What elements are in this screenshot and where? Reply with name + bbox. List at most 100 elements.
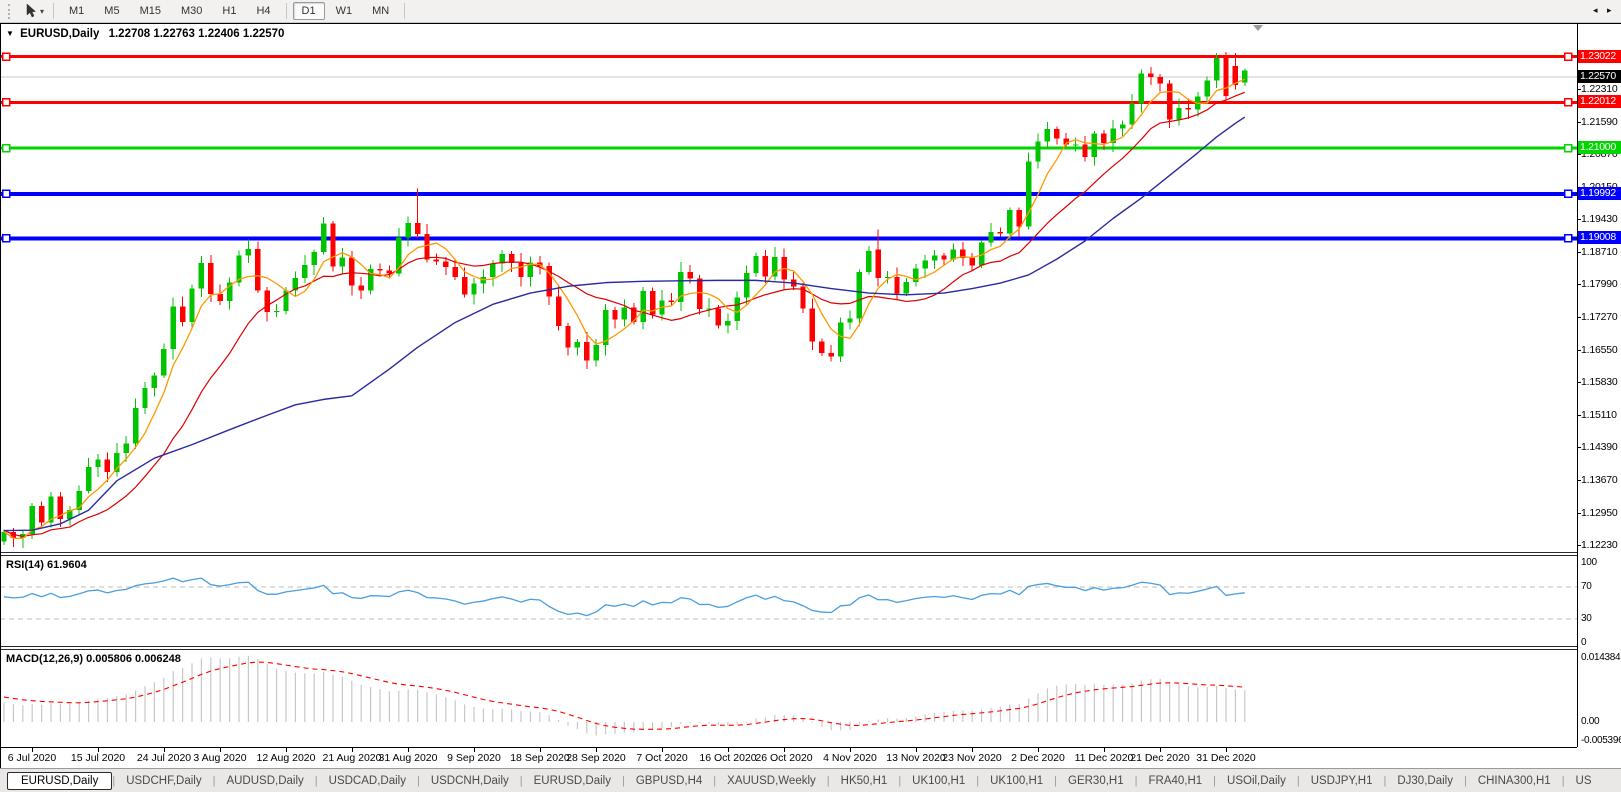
candle[interactable] bbox=[114, 443, 120, 477]
candle[interactable] bbox=[292, 271, 299, 297]
candle[interactable] bbox=[725, 313, 731, 334]
candle[interactable] bbox=[1129, 94, 1135, 130]
candle[interactable] bbox=[997, 227, 1004, 237]
candle[interactable] bbox=[574, 338, 581, 356]
candle[interactable] bbox=[809, 298, 816, 350]
hline-handle-resistance-1[interactable] bbox=[1563, 52, 1573, 61]
candle[interactable] bbox=[1091, 130, 1098, 166]
hline-handle-support-blue-2[interactable] bbox=[1, 234, 11, 243]
candle[interactable] bbox=[339, 247, 346, 275]
chart-tab[interactable]: CHINA300,H1 bbox=[1477, 774, 1551, 787]
candle[interactable] bbox=[640, 287, 646, 329]
candle[interactable] bbox=[255, 241, 261, 294]
candle[interactable] bbox=[85, 458, 92, 494]
candle[interactable] bbox=[189, 284, 195, 329]
candle[interactable] bbox=[1176, 98, 1182, 126]
candle[interactable] bbox=[330, 220, 336, 272]
candle[interactable] bbox=[367, 264, 374, 295]
candle[interactable] bbox=[602, 303, 609, 356]
candle[interactable] bbox=[1007, 207, 1013, 241]
candle[interactable] bbox=[76, 485, 82, 515]
candle[interactable] bbox=[414, 188, 421, 239]
chart-tab[interactable]: US bbox=[1575, 774, 1592, 787]
candle[interactable] bbox=[1138, 69, 1145, 113]
candle[interactable] bbox=[405, 216, 411, 247]
candle[interactable] bbox=[1223, 51, 1229, 100]
timeframe-button-h1[interactable]: H1 bbox=[222, 5, 237, 17]
candle[interactable] bbox=[1035, 133, 1041, 169]
timeframe-button-m30[interactable]: M30 bbox=[180, 5, 203, 17]
candle[interactable] bbox=[875, 229, 881, 287]
chart-tab[interactable]: UK100,H1 bbox=[990, 774, 1044, 787]
candle[interactable] bbox=[57, 492, 64, 528]
candle[interactable] bbox=[38, 501, 45, 526]
candle[interactable] bbox=[151, 372, 158, 397]
candle[interactable] bbox=[584, 332, 590, 369]
cursor-tool-dropdown-icon[interactable]: ▾ bbox=[40, 6, 45, 16]
timeframe-button-h4[interactable]: H4 bbox=[256, 5, 271, 17]
candle[interactable] bbox=[1082, 135, 1088, 162]
candle[interactable] bbox=[828, 344, 834, 362]
candle[interactable] bbox=[969, 253, 975, 271]
candle[interactable] bbox=[866, 245, 872, 275]
candle[interactable] bbox=[903, 278, 910, 297]
chart-tab[interactable]: USDCHF,Daily bbox=[126, 774, 202, 787]
chart-tab[interactable]: GBPUSD,H4 bbox=[635, 774, 703, 787]
tab-scroll-left-icon[interactable]: ◂ bbox=[1593, 5, 1598, 15]
candle[interactable] bbox=[790, 272, 797, 290]
candle[interactable] bbox=[217, 284, 223, 306]
candle[interactable] bbox=[527, 256, 534, 287]
candle[interactable] bbox=[743, 265, 750, 305]
candle[interactable] bbox=[649, 287, 656, 319]
candle[interactable] bbox=[179, 296, 186, 327]
candle[interactable] bbox=[931, 249, 938, 269]
candle[interactable] bbox=[555, 286, 562, 331]
toolbar-grip[interactable] bbox=[8, 3, 15, 19]
cursor-tool-icon[interactable] bbox=[23, 3, 39, 19]
candle[interactable] bbox=[960, 242, 966, 267]
candle[interactable] bbox=[715, 305, 722, 329]
candle[interactable] bbox=[762, 250, 769, 284]
chart-tab[interactable]: AUDUSD,Daily bbox=[226, 774, 304, 787]
chart-tab[interactable]: UK100,H1 bbox=[912, 774, 966, 787]
candle[interactable] bbox=[264, 287, 270, 322]
candle[interactable] bbox=[978, 239, 985, 269]
hline-handle-support-blue-1[interactable] bbox=[1, 189, 11, 199]
candle[interactable] bbox=[753, 252, 759, 277]
chart-tab[interactable]: USDCNH,Daily bbox=[430, 774, 509, 787]
candle[interactable] bbox=[659, 289, 665, 321]
candle[interactable] bbox=[696, 275, 703, 315]
candle[interactable] bbox=[668, 293, 675, 306]
candle[interactable] bbox=[941, 253, 947, 266]
candle[interactable] bbox=[1204, 76, 1210, 105]
candle[interactable] bbox=[461, 267, 468, 298]
candle[interactable] bbox=[1025, 152, 1032, 230]
rsi-indicator-pane[interactable] bbox=[0, 556, 1577, 646]
candle[interactable] bbox=[1101, 130, 1107, 151]
candle[interactable] bbox=[1166, 80, 1173, 128]
candle[interactable] bbox=[837, 317, 844, 362]
candle[interactable] bbox=[800, 282, 806, 313]
candle[interactable] bbox=[283, 287, 289, 315]
candle[interactable] bbox=[358, 276, 364, 299]
candle[interactable] bbox=[490, 260, 496, 287]
timeframe-button-m15[interactable]: M15 bbox=[139, 5, 161, 17]
candle[interactable] bbox=[1016, 207, 1022, 237]
chart-tab[interactable]: USDJPY,H1 bbox=[1310, 774, 1373, 787]
date-axis[interactable]: 6 Jul 2020 15 Jul 2020 24 Jul 2020 3 Aug 20… bbox=[0, 748, 1621, 768]
hline-handle-resistance-2[interactable] bbox=[1563, 98, 1573, 107]
candle[interactable] bbox=[198, 256, 205, 297]
collapse-arrow-icon[interactable]: ▼ bbox=[6, 29, 14, 38]
candle[interactable] bbox=[706, 298, 712, 318]
chart-tab[interactable]: HK50,H1 bbox=[840, 774, 888, 787]
candle[interactable] bbox=[856, 269, 863, 327]
candle[interactable] bbox=[499, 249, 505, 273]
candle[interactable] bbox=[349, 251, 355, 296]
candle[interactable] bbox=[678, 261, 684, 312]
hline-handle-support-green[interactable] bbox=[1563, 143, 1573, 153]
candle[interactable] bbox=[922, 255, 928, 278]
tab-scroll-right-icon[interactable]: ▸ bbox=[1607, 5, 1612, 15]
candle[interactable] bbox=[424, 224, 430, 263]
timeframe-button-mn[interactable]: MN bbox=[372, 5, 390, 17]
candle[interactable] bbox=[546, 262, 552, 306]
